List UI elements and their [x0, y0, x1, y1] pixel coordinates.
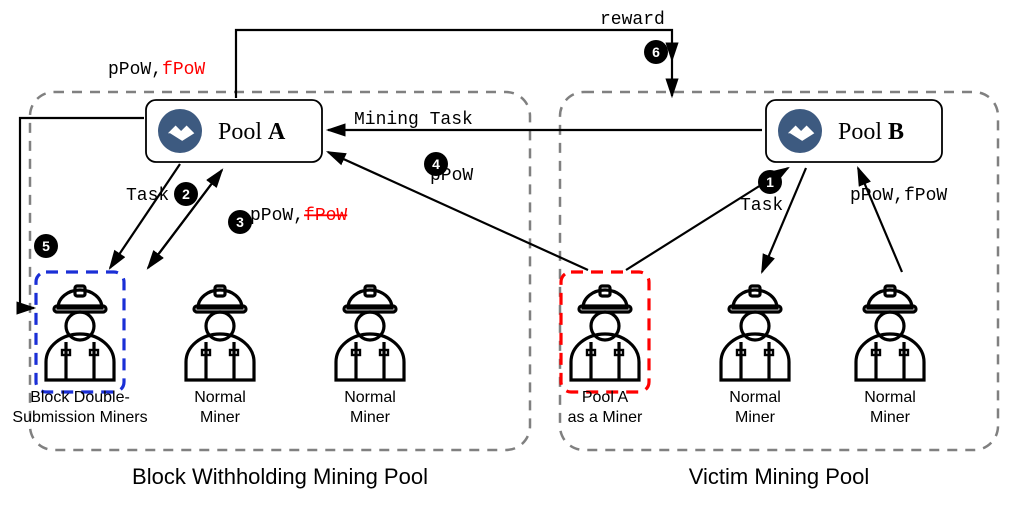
miner-label: Pool A [582, 389, 629, 406]
edge-label: Mining Task [354, 110, 473, 130]
miner-icon [336, 286, 404, 380]
miner-label: Miner [200, 409, 241, 426]
arrow [236, 30, 672, 98]
miner-label: Miner [870, 409, 911, 426]
arrow [110, 164, 180, 268]
miner-icon [46, 286, 114, 380]
miner-label: Submission Miners [12, 409, 147, 426]
edge-label: pPoW,fPoW [250, 206, 347, 226]
pool-label: Victim Mining Pool [689, 464, 870, 489]
arrow [858, 168, 902, 272]
miner-label: Miner [735, 409, 776, 426]
pool-box-label: Pool A [218, 119, 286, 145]
edge-label: reward [600, 10, 665, 30]
miner-icon [856, 286, 924, 380]
handshake-icon [778, 109, 822, 153]
miner-label: as a Miner [568, 409, 643, 426]
edge-label: Task [740, 196, 783, 216]
svg-text:2: 2 [182, 186, 190, 202]
step-badge: 1 [758, 170, 782, 194]
step-badge: 5 [34, 234, 58, 258]
miner-label: Block Double- [30, 389, 130, 406]
svg-text:1: 1 [766, 174, 774, 190]
arrow [20, 118, 144, 308]
pool-box-label: Pool B [838, 119, 904, 145]
miner-label: Miner [350, 409, 391, 426]
miner-icon [186, 286, 254, 380]
edge-label: pPoW,fPoW [850, 186, 947, 206]
miner-label: Normal [729, 389, 781, 406]
edge-label: pPoW [430, 166, 473, 186]
miner-label: Normal [344, 389, 396, 406]
step-badge: 6 [644, 40, 668, 64]
svg-text:3: 3 [236, 214, 244, 230]
miner-label: Normal [864, 389, 916, 406]
edge-label: pPoW,fPoW [108, 60, 205, 80]
pool-label: Block Withholding Mining Pool [132, 464, 428, 489]
step-badge: 3 [228, 210, 252, 234]
miner-label: Normal [194, 389, 246, 406]
edge-label: Task [126, 186, 169, 206]
svg-text:5: 5 [42, 238, 50, 254]
miner-icon [721, 286, 789, 380]
handshake-icon [158, 109, 202, 153]
svg-text:6: 6 [652, 44, 660, 60]
miner-icon [571, 286, 639, 380]
step-badge: 2 [174, 182, 198, 206]
